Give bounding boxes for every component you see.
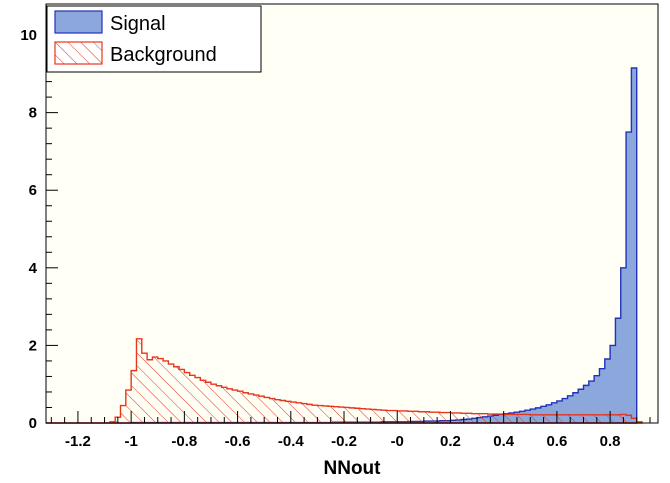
plot-background (46, 4, 658, 423)
x-tick-label: -0.4 (278, 433, 305, 450)
x-tick-label: 0.4 (493, 433, 515, 450)
plot-frame (45, 3, 659, 424)
x-tick-label: -0.2 (331, 433, 357, 450)
legend-background-swatch (54, 41, 103, 65)
background-series (46, 338, 643, 424)
axes-frame (45, 3, 659, 424)
y-axis: 0 2 4 6 8 10 (20, 19, 58, 432)
y-tick-label: 0 (29, 415, 37, 432)
legend: Signal Background (46, 5, 262, 73)
y-tick-label: 8 (29, 105, 37, 122)
x-tick-label: -1 (124, 433, 137, 450)
legend-background-label: Background (110, 44, 217, 66)
x-tick-label: -1.2 (65, 433, 91, 450)
x-axis-title: NNout (324, 458, 382, 479)
x-tick-label: 0.8 (600, 433, 621, 450)
x-tick-label: 0.6 (546, 433, 567, 450)
plot-area (46, 4, 658, 423)
y-tick-label: 2 (29, 337, 37, 354)
y-tick-label: 6 (29, 182, 37, 199)
legend-signal-label: Signal (110, 13, 166, 35)
x-tick-label: 0.2 (440, 433, 461, 450)
x-axis: -1.2 -1 -0.8 -0.6 -0.4 -0.2 -0 0.2 0.4 0.6 0.8 (50, 411, 651, 450)
legend-signal-swatch (54, 10, 103, 34)
y-tick-label: 10 (20, 27, 37, 44)
background-histogram (46, 338, 643, 424)
x-tick-label: -0.6 (225, 433, 251, 450)
x-tick-label: -0.8 (171, 433, 197, 450)
y-tick-label: 4 (29, 260, 38, 277)
x-tick-label: -0 (391, 433, 404, 450)
